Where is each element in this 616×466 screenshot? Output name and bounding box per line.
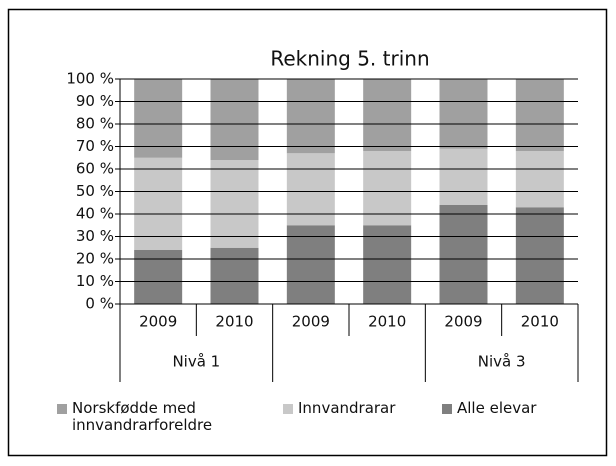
bar-segment	[210, 247, 259, 304]
bar-segment	[515, 207, 564, 304]
x-tick-label: 2009	[139, 313, 177, 331]
y-tick-label: 70 %	[76, 137, 114, 155]
y-tick-label: 20 %	[76, 250, 114, 268]
bar-segment	[210, 160, 259, 248]
bar-segment	[439, 205, 488, 304]
x-tick-label: 2010	[368, 313, 406, 331]
legend-swatch	[442, 404, 452, 414]
legend-label: Alle elevar	[457, 399, 537, 417]
bar-segment	[515, 151, 564, 208]
bar-segment	[210, 79, 259, 160]
group-label: Nivå 1	[172, 353, 220, 371]
bar-segment	[286, 79, 335, 154]
legend-label: Norskfødde med innvandrarforeldre	[72, 399, 213, 434]
y-tick-label: 50 %	[76, 182, 114, 200]
x-tick-label: 2009	[292, 313, 330, 331]
y-tick-label: 0 %	[85, 295, 114, 313]
bar-segment	[363, 79, 412, 151]
y-tick-label: 90 %	[76, 92, 114, 110]
x-tick-label: 2010	[521, 313, 559, 331]
legend-label: Innvandrarar	[298, 399, 396, 417]
y-tick-label: 30 %	[76, 227, 114, 245]
legend-swatch	[283, 404, 293, 414]
chart-title: Rekning 5. trinn	[270, 47, 429, 71]
bar-segment	[439, 148, 488, 205]
y-tick-label: 100 %	[66, 70, 114, 88]
bar-segment	[134, 250, 183, 304]
frame	[7, 8, 608, 457]
y-tick-label: 10 %	[76, 272, 114, 290]
bar-segment	[363, 225, 412, 304]
bar-segment	[286, 225, 335, 304]
bar-segment	[363, 151, 412, 226]
x-tick-label: 2010	[215, 313, 253, 331]
y-tick-label: 60 %	[76, 160, 114, 178]
group-label: Nivå 3	[478, 353, 526, 371]
bar-segment	[439, 79, 488, 149]
bar-segment	[134, 157, 183, 250]
y-tick-label: 80 %	[76, 115, 114, 133]
bar-segment	[134, 79, 183, 158]
bar-segment	[515, 79, 564, 151]
y-tick-label: 40 %	[76, 205, 114, 223]
x-tick-label: 2009	[444, 313, 482, 331]
bar-segment	[286, 153, 335, 226]
legend-swatch	[57, 404, 67, 414]
